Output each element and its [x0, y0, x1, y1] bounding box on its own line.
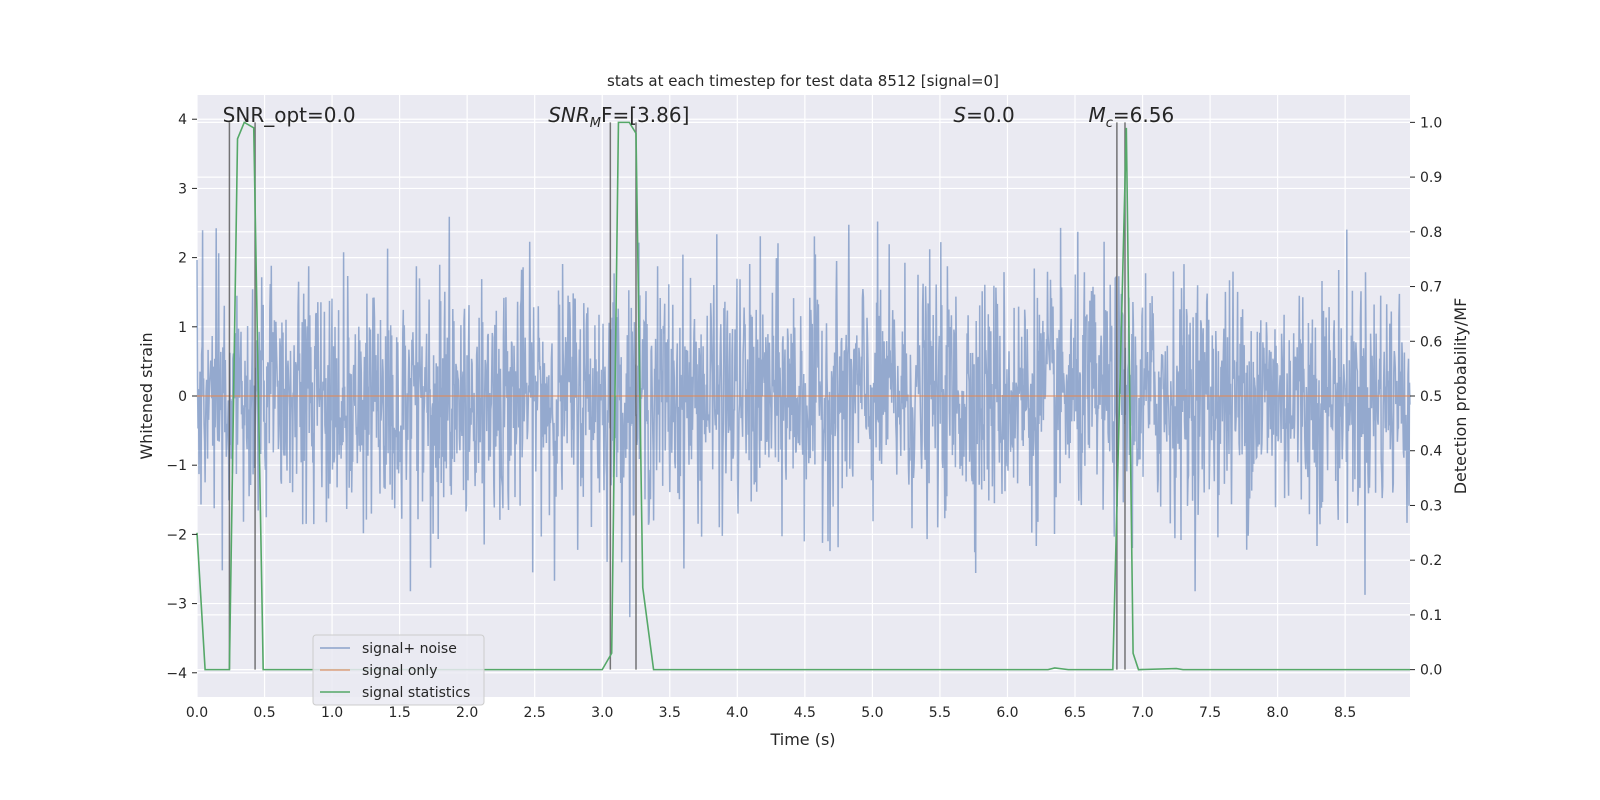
y-right-tick-label: 0.0 — [1420, 663, 1442, 679]
x-tick-label: 8.5 — [1334, 705, 1356, 721]
x-tick-label: 6.0 — [996, 705, 1018, 721]
y-tick-label: −4 — [166, 666, 187, 682]
y-right-tick-label: 0.3 — [1420, 498, 1442, 514]
ann-sub: M — [590, 116, 601, 131]
y-right-tick-label: 0.7 — [1420, 280, 1442, 296]
y-right-tick-label: 0.5 — [1420, 389, 1442, 405]
legend-label-stats: signal statistics — [362, 685, 470, 701]
x-tick-label: 7.5 — [1199, 705, 1221, 721]
annotation-snr-opt: SNR_opt=0.0 — [223, 103, 356, 127]
marks — [196, 121, 1411, 671]
annotation-mc: Mc=6.56 — [1089, 103, 1175, 131]
x-tick-label: 0.0 — [186, 705, 208, 721]
y-right-tick-label: 0.9 — [1420, 170, 1442, 186]
signal-noise-line — [196, 216, 1411, 618]
y-right-tick-label: 0.1 — [1420, 608, 1442, 624]
y-tick-label: 1 — [178, 320, 187, 336]
y-right-tick-label: 0.4 — [1420, 444, 1442, 460]
ann-rest: =0.0 — [966, 103, 1015, 127]
y-tick-label: 3 — [178, 181, 187, 197]
x-tick-label: 0.5 — [253, 705, 275, 721]
x-tick-label: 4.0 — [726, 705, 748, 721]
x-tick-label: 3.5 — [659, 705, 681, 721]
ann-main: SNR — [548, 103, 590, 127]
y-tick-label: −3 — [166, 597, 187, 613]
x-tick-label: 1.5 — [388, 705, 410, 721]
legend-label-signal: signal only — [362, 663, 437, 679]
x-tick-label: 7.0 — [1131, 705, 1153, 721]
x-axis-label: Time (s) — [769, 730, 835, 749]
ticks: 0.0 0.5 1.0 1.5 2.0 2.5 3.0 3.5 4.0 4.5 5.0 5.5 6.0 6… — [166, 112, 1442, 721]
signal-noise-series — [196, 216, 1411, 618]
y-axis-label: Whitened strain — [137, 332, 156, 459]
x-tick-label: 2.5 — [524, 705, 546, 721]
y-tick-label: −2 — [166, 527, 187, 543]
x-tick-label: 3.0 — [591, 705, 613, 721]
ann-sub: c — [1106, 116, 1113, 131]
x-tick-label: 4.5 — [794, 705, 816, 721]
annotation-s: S=0.0 — [953, 103, 1014, 127]
ann-rest: F=[3.86] — [601, 103, 689, 127]
legend-label-noise: signal+ noise — [362, 641, 457, 657]
annotation-snr-mf: SNRMF=[3.86] — [548, 103, 689, 131]
x-tick-label: 8.0 — [1266, 705, 1288, 721]
y-tick-label: −1 — [166, 458, 187, 474]
x-tick-label: 2.0 — [456, 705, 478, 721]
legend-box — [312, 634, 485, 706]
y-right-tick-label: 0.2 — [1420, 553, 1442, 569]
legend: signal+ noise signal only signal statist… — [312, 634, 485, 706]
ann-main: S — [953, 103, 966, 127]
y-tick-label: 0 — [178, 389, 187, 405]
y-axis-right-label: Detection probability/MF — [1451, 298, 1470, 495]
y-right-tick-label: 0.8 — [1420, 225, 1442, 241]
y-tick-label: 4 — [178, 112, 187, 128]
chart-title: stats at each timestep for test data 851… — [607, 72, 999, 90]
ann-main: M — [1089, 103, 1106, 127]
x-tick-label: 5.5 — [929, 705, 951, 721]
ann-rest: =6.56 — [1113, 103, 1174, 127]
x-tick-label: 1.0 — [321, 705, 343, 721]
x-tick-label: 6.5 — [1064, 705, 1086, 721]
y-right-tick-label: 1.0 — [1420, 115, 1442, 131]
y-right-tick-label: 0.6 — [1420, 334, 1442, 350]
y-tick-label: 2 — [178, 251, 187, 267]
x-tick-label: 5.0 — [861, 705, 883, 721]
signal-statistics-line — [196, 121, 1410, 671]
